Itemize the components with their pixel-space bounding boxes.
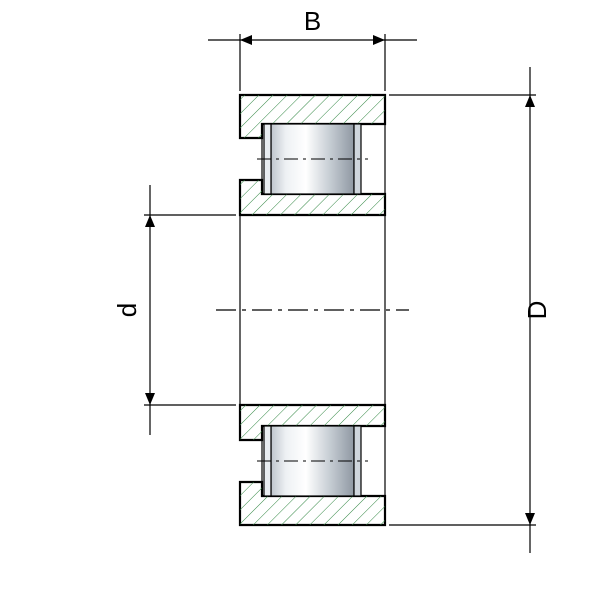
label-d: d [112,303,142,317]
label-B: B [304,6,321,36]
label-D: D [522,301,552,320]
bearing-cross-section-diagram: Bd D [0,0,600,600]
